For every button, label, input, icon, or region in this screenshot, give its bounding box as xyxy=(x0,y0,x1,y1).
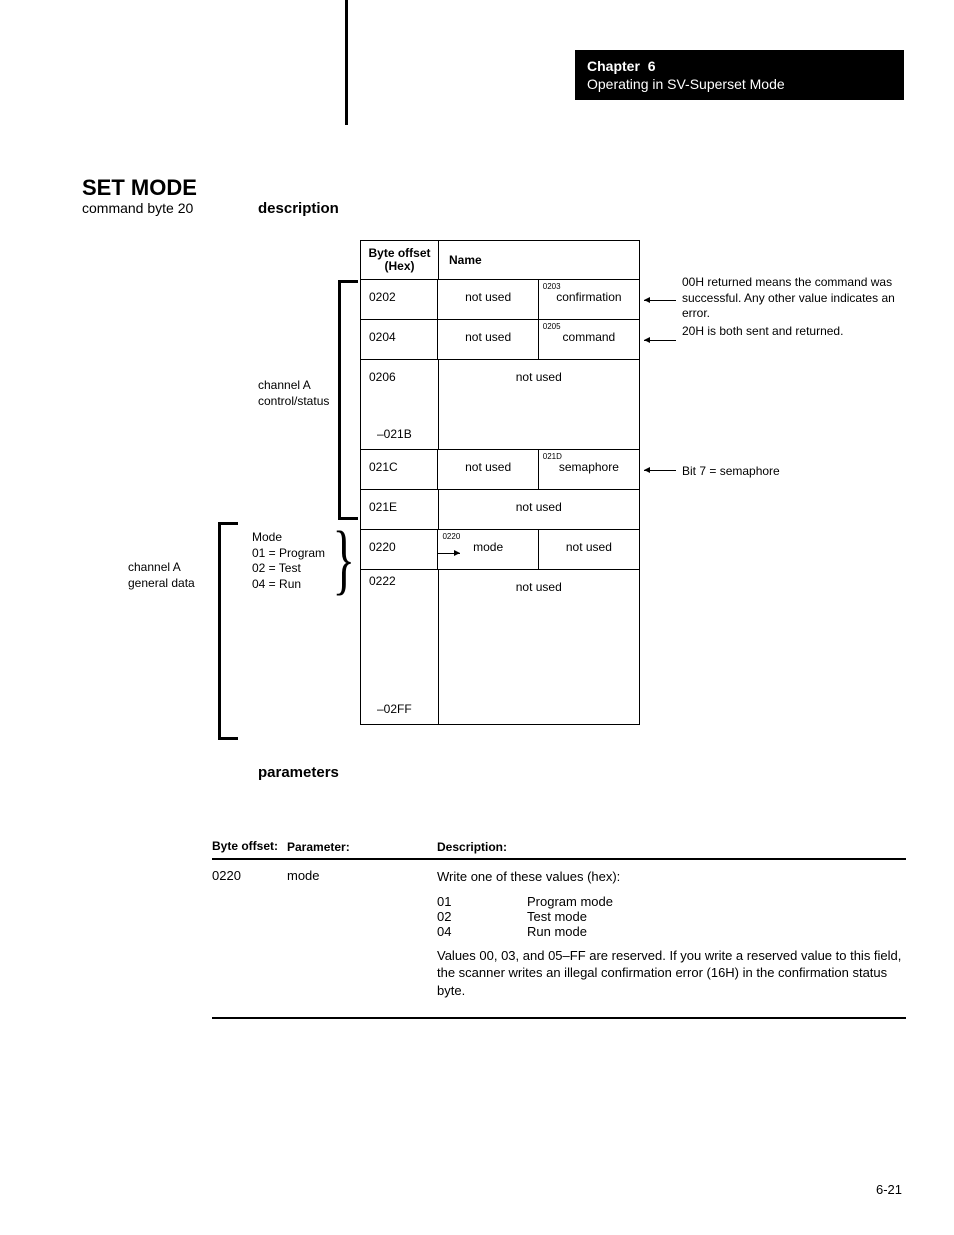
chapter-line: Chapter 6 xyxy=(587,58,892,74)
offset-end: –02FF xyxy=(377,702,412,716)
cell-text: command xyxy=(563,330,616,344)
cell-not-used: not used xyxy=(439,490,639,529)
page-title: SET MODE xyxy=(82,175,197,201)
diagram-row: 021E not used xyxy=(360,490,640,530)
offset-cell: 0206 –021B xyxy=(361,360,439,449)
parameters-table: Byte offset: Parameter: Description: 022… xyxy=(212,840,906,1019)
cell-command: 0205command xyxy=(539,320,639,359)
cell-not-used: not used xyxy=(439,360,639,449)
params-intro: Write one of these values (hex): xyxy=(437,868,906,886)
params-table-header: Byte offset: Parameter: Description: xyxy=(212,840,906,860)
cell-not-used: not used xyxy=(539,530,639,569)
params-head-parameter: Parameter: xyxy=(287,840,437,854)
annotation-semaphore: Bit 7 = semaphore xyxy=(682,464,780,480)
params-row-description: Write one of these values (hex): 01 02 0… xyxy=(437,868,906,1007)
cell-not-used: not used xyxy=(438,450,538,489)
mode-legend: Mode 01 = Program 02 = Test 04 = Run xyxy=(252,530,325,592)
sup-offset: 0205 xyxy=(543,322,561,331)
sup-offset: 0220 xyxy=(442,532,460,541)
sup-offset: 0203 xyxy=(543,282,561,291)
description-heading: description xyxy=(258,200,339,217)
offset-cell: 0202 xyxy=(361,280,438,319)
params-head-byte-offset: Byte offset: xyxy=(212,840,287,854)
cell-text: confirmation xyxy=(556,290,621,304)
value-label: Test mode xyxy=(527,909,906,924)
value-key: 04 xyxy=(437,924,527,939)
params-note: Values 00, 03, and 05–FF are reserved. I… xyxy=(437,947,906,1000)
offset-cell: 021C xyxy=(361,450,438,489)
cell-confirmation: 0203confirmation xyxy=(539,280,639,319)
diagram-row: 0220 0220 mode not used xyxy=(360,530,640,570)
bracket-control-status xyxy=(338,280,358,520)
channel-a-control-status-label: channel A control/status xyxy=(258,378,329,409)
value-label: Program mode xyxy=(527,894,906,909)
params-row-offset: 0220 xyxy=(212,868,287,1007)
arrow-icon xyxy=(644,470,676,471)
channel-a-general-data-label: channel A general data xyxy=(128,560,195,591)
offset-end: –021B xyxy=(377,427,412,441)
diagram-row: 021C not used 021Dsemaphore xyxy=(360,450,640,490)
diagram-row: 0204 not used 0205command xyxy=(360,320,640,360)
offset-cell: 021E xyxy=(361,490,439,529)
vertical-rule xyxy=(345,0,348,125)
diagram-row: 0206 –021B not used xyxy=(360,360,640,450)
offset-start: 0206 xyxy=(369,370,396,384)
offset-cell: 0204 xyxy=(361,320,438,359)
cell-not-used: not used xyxy=(438,320,538,359)
params-value-labels: Program mode Test mode Run mode xyxy=(527,894,906,939)
cell-not-used: not used xyxy=(438,280,538,319)
offset-cell: 0222 –02FF xyxy=(361,570,439,724)
diagram-row: 0222 –02FF not used xyxy=(360,570,640,725)
params-values: 01 02 04 Program mode Test mode Run mode xyxy=(437,894,906,939)
params-value-keys: 01 02 04 xyxy=(437,894,527,939)
chapter-label: Chapter xyxy=(587,58,640,74)
chapter-subtitle: Operating in SV-Superset Mode xyxy=(587,76,892,92)
command-byte-label: command byte 20 xyxy=(82,200,193,216)
annotation-confirmation: 00H returned means the command was succe… xyxy=(682,275,912,322)
cell-text: mode xyxy=(473,540,503,554)
chapter-number: 6 xyxy=(648,58,656,74)
parameters-heading: parameters xyxy=(258,764,339,781)
arrow-icon xyxy=(644,300,676,301)
header-byte-offset: Byte offset (Hex) xyxy=(361,241,439,279)
params-table-row: 0220 mode Write one of these values (hex… xyxy=(212,860,906,1019)
header-name: Name xyxy=(439,241,639,279)
diagram-header: Byte offset (Hex) Name xyxy=(360,240,640,280)
chapter-banner: Chapter 6 Operating in SV-Superset Mode xyxy=(575,50,904,100)
value-key: 01 xyxy=(437,894,527,909)
curly-brace: } xyxy=(332,520,354,598)
sup-offset: 021D xyxy=(543,452,562,461)
arrow-icon xyxy=(644,340,676,341)
page-number: 6-21 xyxy=(876,1182,902,1197)
cell-text: semaphore xyxy=(559,460,619,474)
offset-cell: 0220 xyxy=(361,530,438,569)
params-head-description: Description: xyxy=(437,840,906,854)
cell-semaphore: 021Dsemaphore xyxy=(539,450,639,489)
bracket-general-data xyxy=(218,522,238,740)
diagram-row: 0202 not used 0203confirmation xyxy=(360,280,640,320)
annotation-command: 20H is both sent and returned. xyxy=(682,324,843,340)
mode-arrow-icon xyxy=(438,553,460,554)
value-key: 02 xyxy=(437,909,527,924)
byte-layout-diagram: Byte offset (Hex) Name 0202 not used 020… xyxy=(360,240,640,725)
value-label: Run mode xyxy=(527,924,906,939)
params-row-parameter: mode xyxy=(287,868,437,1007)
cell-not-used: not used xyxy=(439,570,639,724)
offset-start: 0222 xyxy=(369,574,396,588)
